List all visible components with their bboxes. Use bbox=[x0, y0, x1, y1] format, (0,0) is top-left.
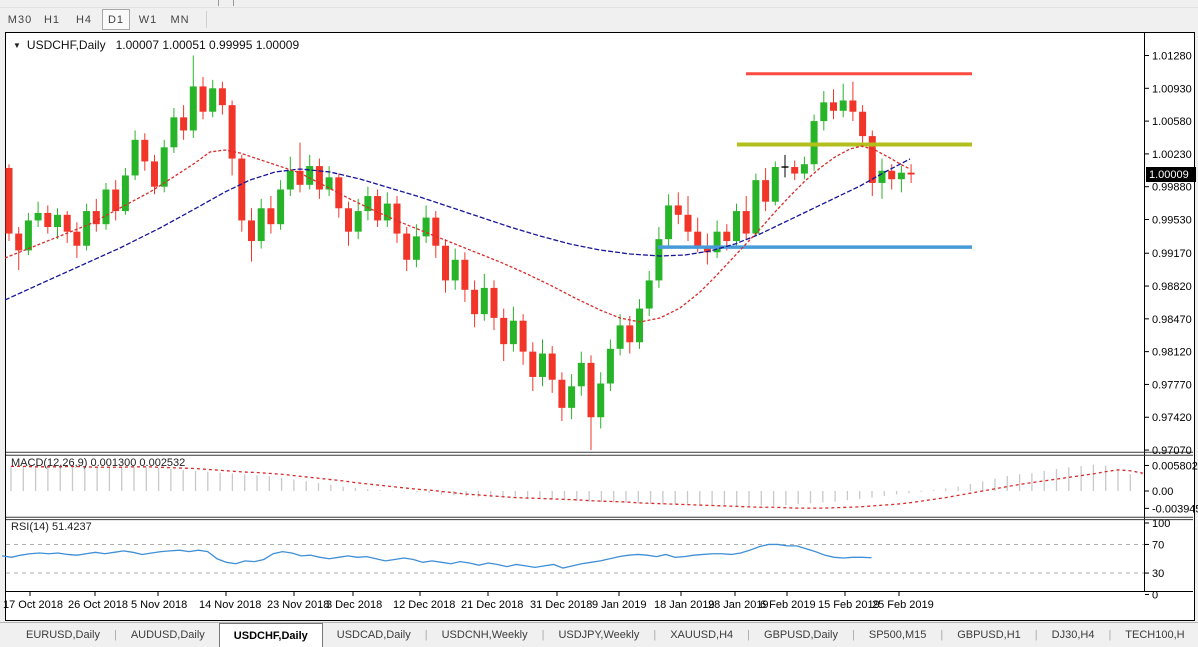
macd-indicator-label: MACD(12,26,9) 0.001300 0.002532 bbox=[11, 457, 186, 469]
timeframe-button-h4[interactable]: H4 bbox=[70, 9, 98, 30]
chart-symbol-label: USDCHF,Daily bbox=[26, 38, 106, 52]
svg-text:1.00580: 1.00580 bbox=[1152, 116, 1192, 128]
svg-text:0.00: 0.00 bbox=[1152, 486, 1173, 498]
tab-divider: | bbox=[747, 629, 751, 641]
tab-divider: | bbox=[113, 629, 117, 641]
toolbar-separator-mark bbox=[233, 0, 234, 6]
svg-text:0.98820: 0.98820 bbox=[1152, 281, 1192, 293]
tab-tech100-h[interactable]: TECH100,H bbox=[1125, 629, 1185, 641]
svg-text:-0.003945: -0.003945 bbox=[1152, 503, 1198, 515]
tab-gbpusd-h1[interactable]: GBPUSD,H1 bbox=[957, 629, 1021, 641]
timeframe-button-h1[interactable]: H1 bbox=[38, 9, 66, 30]
svg-text:25 Feb 2019: 25 Feb 2019 bbox=[872, 599, 934, 611]
svg-text:70: 70 bbox=[1152, 539, 1164, 551]
top-toolbar-strip bbox=[0, 0, 1198, 8]
svg-text:21 Dec 2018: 21 Dec 2018 bbox=[461, 599, 523, 611]
timeframe-toolbar: M30 H1 H4 D1 W1 MN bbox=[0, 8, 1198, 31]
svg-text:0.97770: 0.97770 bbox=[1152, 379, 1192, 391]
tab-divider: | bbox=[940, 629, 944, 641]
tab-usdchf-daily[interactable]: USDCHF,Daily bbox=[218, 623, 323, 647]
tab-dj30-h4[interactable]: DJ30,H4 bbox=[1051, 629, 1095, 641]
svg-text:0.97420: 0.97420 bbox=[1152, 412, 1192, 424]
chart-ohlc-values: 1.00007 1.00051 0.99995 1.00009 bbox=[115, 38, 300, 52]
svg-text:5 Nov 2018: 5 Nov 2018 bbox=[131, 599, 187, 611]
tab-divider: | bbox=[852, 629, 855, 641]
tab-divider: | bbox=[541, 629, 545, 641]
svg-text:1.00230: 1.00230 bbox=[1152, 149, 1192, 161]
svg-text:15 Feb 2019: 15 Feb 2019 bbox=[818, 599, 880, 611]
toolbar-separator-mark bbox=[218, 0, 219, 6]
symbol-tab-bar: EURUSD,Daily | AUDUSD,Daily USDCHF,Daily USD… bbox=[0, 622, 1198, 647]
svg-text:28 Jan 2019: 28 Jan 2019 bbox=[708, 599, 769, 611]
svg-text:23 Nov 2018: 23 Nov 2018 bbox=[267, 599, 329, 611]
svg-text:100: 100 bbox=[1152, 518, 1170, 530]
svg-text:0.97070: 0.97070 bbox=[1152, 445, 1192, 457]
tab-eurusd-daily[interactable]: EURUSD,Daily bbox=[26, 629, 100, 641]
svg-text:0.005802: 0.005802 bbox=[1152, 460, 1198, 472]
svg-text:1.01280: 1.01280 bbox=[1152, 51, 1192, 63]
svg-text:0.99880: 0.99880 bbox=[1152, 182, 1192, 194]
svg-text:0: 0 bbox=[1152, 590, 1158, 602]
tab-gbpusd-daily[interactable]: GBPUSD,Daily bbox=[764, 629, 838, 641]
svg-text:0.99530: 0.99530 bbox=[1152, 215, 1192, 227]
svg-text:0.99170: 0.99170 bbox=[1152, 248, 1192, 260]
timeframe-button-d1[interactable]: D1 bbox=[102, 9, 130, 30]
tab-divider: | bbox=[1034, 629, 1038, 641]
svg-text:0.98120: 0.98120 bbox=[1152, 347, 1192, 359]
svg-text:9 Jan 2019: 9 Jan 2019 bbox=[592, 599, 646, 611]
tab-sp500-m15[interactable]: SP500,M15 bbox=[868, 629, 927, 641]
svg-text:30: 30 bbox=[1152, 568, 1164, 580]
timeframe-button-mn[interactable]: MN bbox=[166, 9, 194, 30]
svg-text:0.98470: 0.98470 bbox=[1152, 314, 1192, 326]
current-price-badge: 1.00009 bbox=[1146, 167, 1196, 182]
rsi-indicator-label: RSI(14) 51.4237 bbox=[11, 521, 92, 533]
tab-usdjpy-weekly[interactable]: USDJPY,Weekly bbox=[558, 629, 640, 641]
svg-text:1.00930: 1.00930 bbox=[1152, 83, 1192, 95]
tab-xauusd-h4[interactable]: XAUUSD,H4 bbox=[670, 629, 734, 641]
svg-text:14 Nov 2018: 14 Nov 2018 bbox=[199, 599, 261, 611]
svg-text:31 Dec 2018: 31 Dec 2018 bbox=[530, 599, 592, 611]
svg-text:3 Dec 2018: 3 Dec 2018 bbox=[326, 599, 382, 611]
tab-divider: | bbox=[653, 629, 657, 641]
svg-text:6 Feb 2019: 6 Feb 2019 bbox=[760, 599, 816, 611]
tab-usdcnh-weekly[interactable]: USDCNH,Weekly bbox=[441, 629, 528, 641]
svg-text:17 Oct 2018: 17 Oct 2018 bbox=[3, 599, 63, 611]
svg-text:12 Dec 2018: 12 Dec 2018 bbox=[393, 599, 455, 611]
svg-text:18 Jan 2019: 18 Jan 2019 bbox=[654, 599, 715, 611]
tab-divider: | bbox=[424, 629, 428, 641]
tab-audusd-daily[interactable]: AUDUSD,Daily bbox=[130, 629, 205, 641]
tab-divider: | bbox=[1108, 629, 1112, 641]
toolbar-divider bbox=[206, 11, 207, 28]
timeframe-button-m30[interactable]: M30 bbox=[6, 9, 34, 30]
tab-usdcad-daily[interactable]: USDCAD,Daily bbox=[336, 629, 411, 641]
timeframe-button-w1[interactable]: W1 bbox=[134, 9, 162, 30]
chevron-down-icon: ▼ bbox=[13, 40, 21, 50]
svg-text:26 Oct 2018: 26 Oct 2018 bbox=[68, 599, 128, 611]
chart-title: ▼ USDCHF,Daily 1.00007 1.00051 0.99995 1… bbox=[13, 38, 299, 52]
